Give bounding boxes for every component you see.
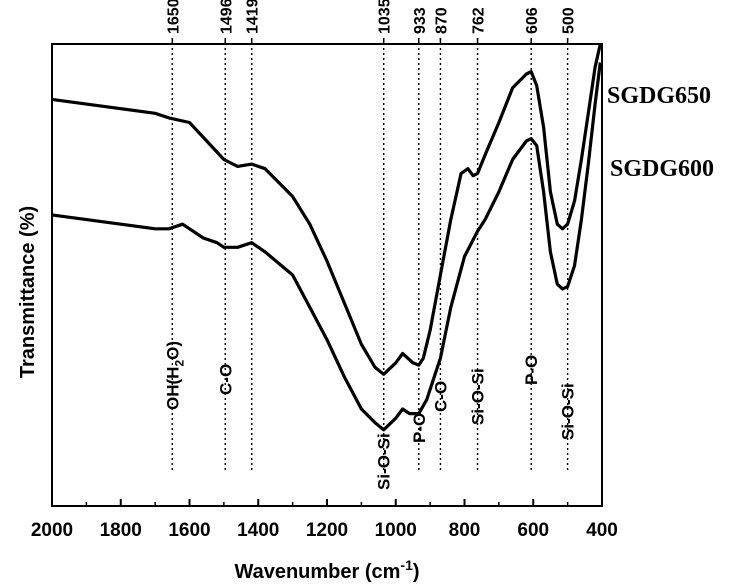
x-tick-label-1800: 1800 bbox=[100, 520, 142, 541]
x-axis-ticks: 2000 1800 1600 1400 1200 1000 800 600 400 bbox=[31, 499, 618, 541]
peak-label-870: 870 bbox=[433, 7, 450, 34]
band-label-7: Si-O-Si bbox=[559, 383, 578, 440]
peak-label-1496: 1496 bbox=[218, 0, 235, 34]
plot-frame bbox=[51, 43, 603, 507]
x-axis-title: Wavenumber (cm-1) bbox=[234, 557, 419, 583]
x-tick-label-1400: 1400 bbox=[237, 520, 279, 541]
x-tick-label-1000: 1000 bbox=[375, 520, 417, 541]
peak-label-500: 500 bbox=[561, 7, 578, 34]
band-label-1: C-O bbox=[216, 364, 235, 395]
x-tick-label-600: 600 bbox=[517, 520, 549, 541]
peak-label-1035: 1035 bbox=[377, 0, 394, 34]
peak-label-606: 606 bbox=[524, 7, 541, 34]
series-label-sgdg650: SGDG650 bbox=[607, 83, 711, 109]
series-line-sgdg600 bbox=[51, 62, 602, 432]
y-axis-title: Transmittance (%) bbox=[17, 206, 39, 378]
band-label-4: C-O bbox=[431, 381, 450, 412]
peak-label-762: 762 bbox=[471, 7, 488, 34]
band-label-5: Si-O-Si bbox=[469, 368, 488, 425]
x-tick-label-800: 800 bbox=[449, 520, 481, 541]
x-tick-label-1600: 1600 bbox=[168, 520, 210, 541]
band-label-0: OH(H2O) bbox=[163, 341, 186, 410]
peak-guide-lines bbox=[171, 38, 569, 470]
band-label-3: P-O bbox=[410, 413, 429, 443]
peak-labels: 1650 1496 1419 1035 933 870 762 606 500 bbox=[165, 0, 577, 34]
x-axis-title-main: Wavenumber bbox=[234, 561, 359, 583]
series-lines bbox=[51, 43, 602, 432]
x-axis-title-unit: cm bbox=[372, 561, 401, 583]
band-labels: OH(H2O)C-OSi-O-SiP-OC-O Si-O-Si P-OSi-O-Si bbox=[163, 341, 577, 490]
peak-label-1419: 1419 bbox=[245, 0, 262, 34]
x-tick-label-2000: 2000 bbox=[31, 520, 73, 541]
series-line-sgdg650 bbox=[51, 43, 602, 376]
x-axis-title-unit-exp: -1 bbox=[400, 557, 413, 573]
x-tick-label-400: 400 bbox=[586, 520, 618, 541]
peak-label-1650: 1650 bbox=[165, 0, 182, 34]
band-label-6: P-O bbox=[522, 355, 541, 385]
x-tick-label-1200: 1200 bbox=[306, 520, 348, 541]
peak-label-933: 933 bbox=[412, 7, 429, 34]
series-label-sgdg600: SGDG600 bbox=[610, 156, 714, 182]
band-label-2: Si-O-Si bbox=[375, 433, 394, 490]
